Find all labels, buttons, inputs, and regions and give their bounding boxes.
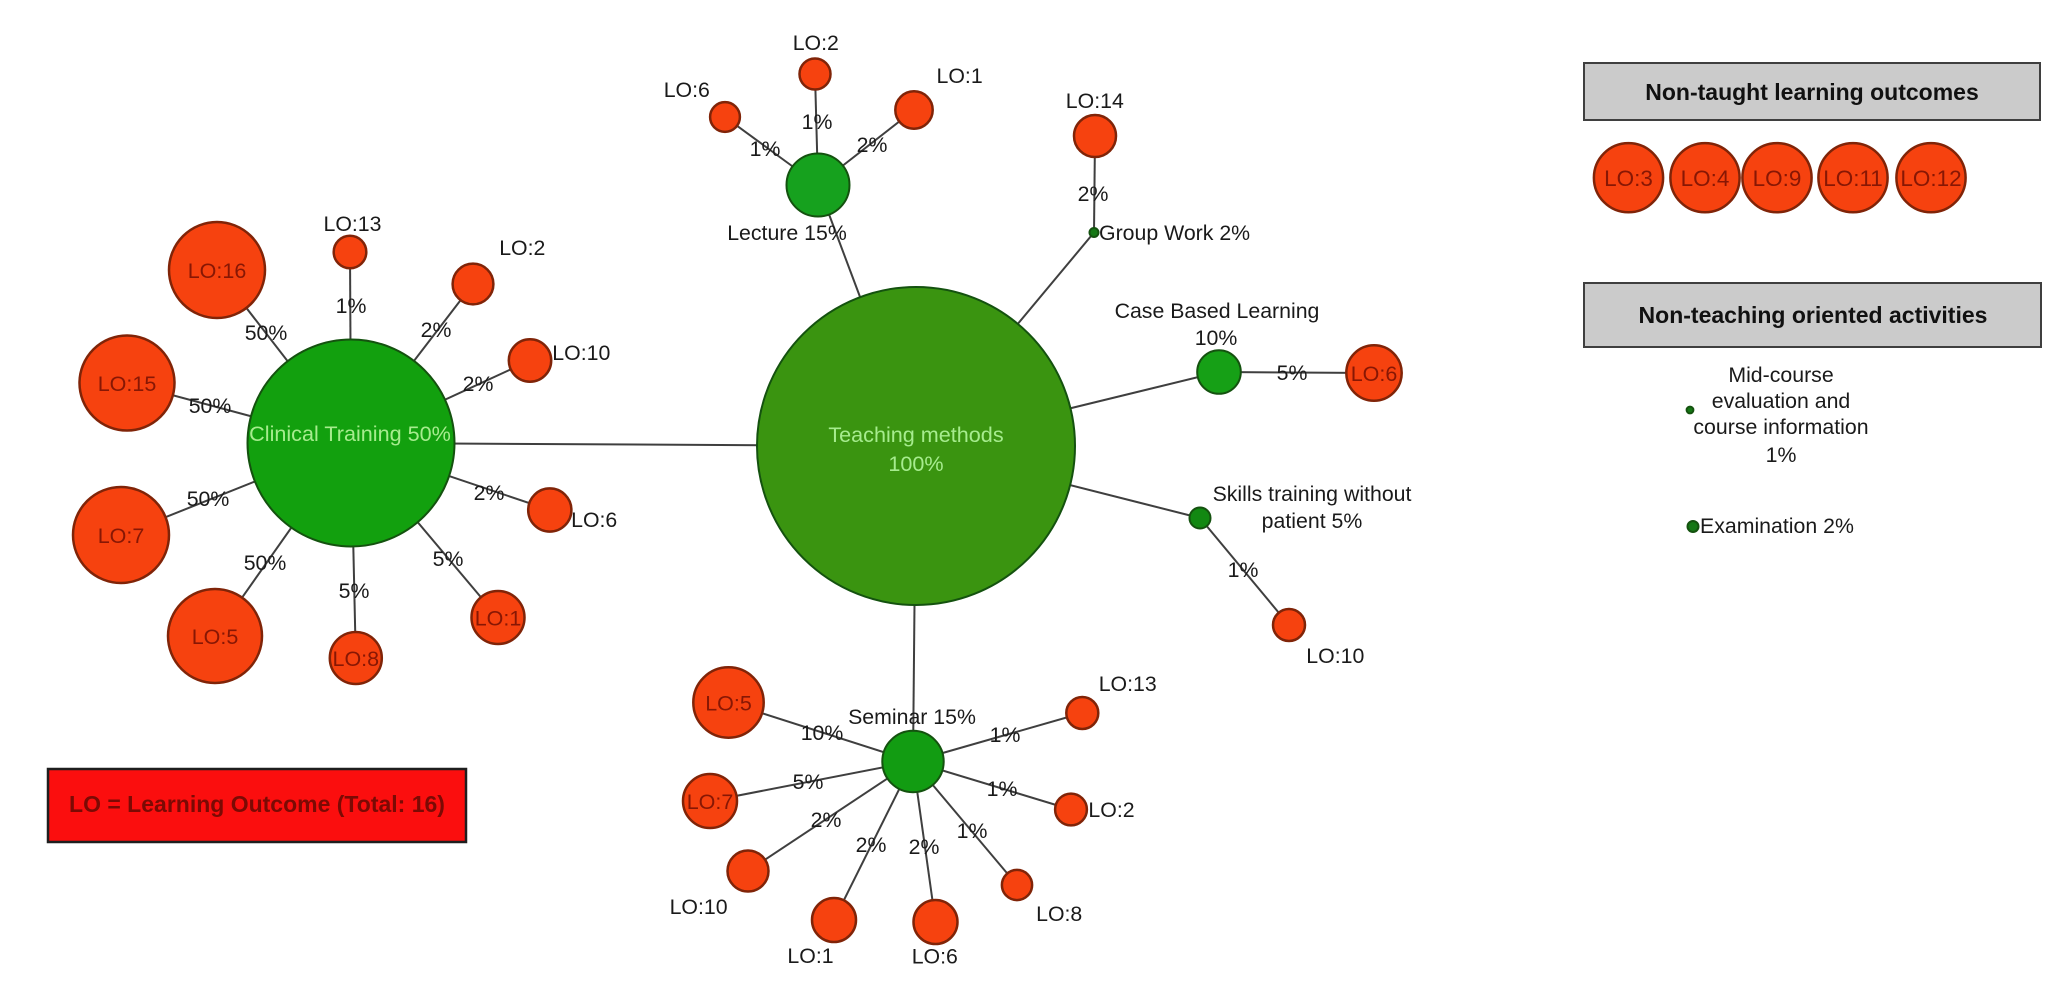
svg-text:LO:7: LO:7: [98, 524, 145, 548]
svg-text:LO:15: LO:15: [98, 372, 157, 396]
svg-text:LO:2: LO:2: [499, 236, 545, 260]
svg-text:Non-teaching oriented activiti: Non-teaching oriented activities: [1639, 302, 1988, 328]
svg-text:LO:4: LO:4: [1681, 166, 1730, 191]
svg-text:LO:1: LO:1: [475, 607, 522, 631]
svg-text:50%: 50%: [187, 487, 230, 511]
svg-text:2%: 2%: [909, 835, 940, 859]
svg-text:LO:13: LO:13: [323, 212, 381, 236]
svg-text:5%: 5%: [793, 770, 824, 794]
svg-text:LO:6: LO:6: [912, 945, 958, 969]
svg-text:50%: 50%: [245, 321, 288, 345]
svg-text:2%: 2%: [856, 833, 887, 857]
svg-text:2%: 2%: [811, 808, 842, 832]
svg-text:LO:7: LO:7: [687, 790, 734, 814]
svg-text:1%: 1%: [990, 723, 1021, 747]
svg-text:1%: 1%: [750, 137, 781, 161]
svg-text:LO:16: LO:16: [188, 259, 247, 283]
svg-text:LO:9: LO:9: [1753, 166, 1802, 191]
svg-text:LO:6: LO:6: [571, 508, 617, 532]
svg-text:LO:5: LO:5: [192, 625, 239, 649]
svg-text:LO:6: LO:6: [1351, 362, 1398, 386]
svg-text:LO:1: LO:1: [787, 944, 833, 968]
svg-text:2%: 2%: [857, 133, 888, 157]
svg-text:Examination 2%: Examination 2%: [1700, 514, 1854, 538]
svg-text:Seminar 15%: Seminar 15%: [848, 705, 976, 729]
svg-text:Mid-course: Mid-course: [1728, 363, 1833, 387]
svg-text:LO:5: LO:5: [705, 692, 752, 716]
svg-text:LO:1: LO:1: [937, 64, 983, 88]
svg-text:10%: 10%: [1195, 326, 1238, 350]
svg-text:Clinical Training 50%: Clinical Training 50%: [249, 421, 451, 446]
svg-text:LO = Learning Outcome (Total:: LO = Learning Outcome (Total: 16): [69, 791, 445, 817]
svg-text:1%: 1%: [336, 294, 367, 318]
svg-text:evaluation and: evaluation and: [1712, 389, 1851, 413]
svg-text:Non-taught learning outcomes: Non-taught learning outcomes: [1645, 79, 1979, 105]
svg-text:LO:3: LO:3: [1604, 166, 1653, 191]
svg-text:2%: 2%: [1078, 182, 1109, 206]
svg-text:Case Based Learning: Case Based Learning: [1115, 299, 1320, 323]
svg-text:1%: 1%: [1766, 443, 1797, 467]
svg-text:2%: 2%: [421, 318, 452, 342]
svg-text:LO:12: LO:12: [1900, 166, 1961, 191]
svg-text:1%: 1%: [987, 777, 1018, 801]
svg-text:patient 5%: patient 5%: [1262, 509, 1363, 533]
svg-text:LO:2: LO:2: [1088, 798, 1134, 822]
svg-text:LO:8: LO:8: [332, 647, 379, 671]
svg-text:LO:11: LO:11: [1823, 166, 1883, 191]
svg-text:LO:6: LO:6: [664, 78, 710, 102]
svg-text:Group Work 2%: Group Work 2%: [1099, 221, 1250, 245]
svg-text:5%: 5%: [1277, 361, 1308, 385]
svg-text:Skills training without: Skills training without: [1213, 482, 1412, 506]
svg-text:LO:14: LO:14: [1066, 89, 1124, 113]
svg-text:2%: 2%: [463, 372, 494, 396]
svg-text:LO:10: LO:10: [552, 341, 610, 365]
svg-text:1%: 1%: [1228, 558, 1259, 582]
svg-text:10%: 10%: [801, 721, 844, 745]
svg-text:LO:13: LO:13: [1099, 672, 1157, 696]
svg-text:5%: 5%: [339, 579, 370, 603]
svg-text:Lecture 15%: Lecture 15%: [727, 221, 847, 245]
svg-text:50%: 50%: [189, 394, 232, 418]
svg-text:5%: 5%: [433, 547, 464, 571]
svg-text:course information: course information: [1693, 415, 1868, 439]
svg-text:LO:8: LO:8: [1036, 902, 1082, 926]
svg-text:1%: 1%: [802, 110, 833, 134]
svg-text:Teaching methods: Teaching methods: [828, 422, 1003, 447]
svg-text:100%: 100%: [888, 451, 943, 476]
svg-text:LO:10: LO:10: [670, 895, 728, 919]
svg-text:2%: 2%: [474, 481, 505, 505]
svg-text:LO:10: LO:10: [1306, 644, 1364, 668]
svg-text:LO:2: LO:2: [793, 31, 839, 55]
svg-text:1%: 1%: [957, 819, 988, 843]
svg-text:50%: 50%: [244, 551, 287, 575]
